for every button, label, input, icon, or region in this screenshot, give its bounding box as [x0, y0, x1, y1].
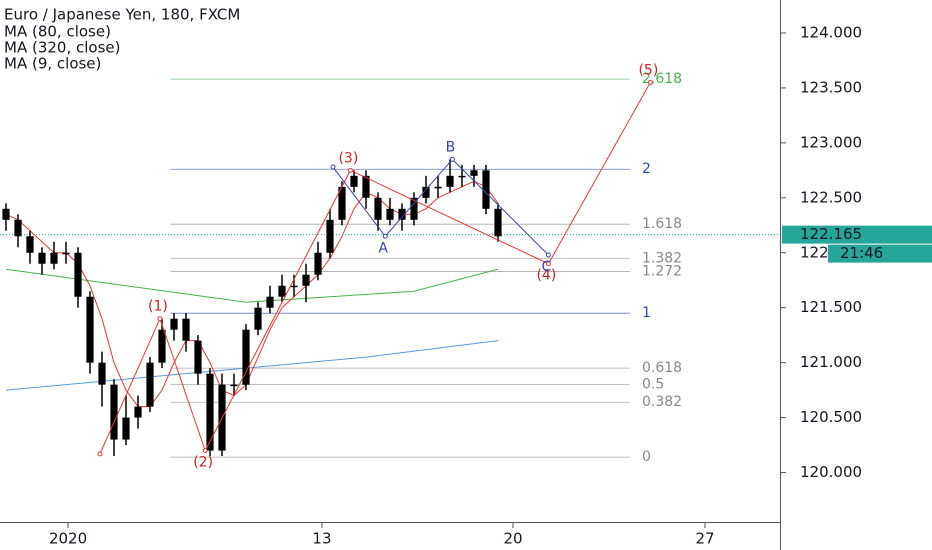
candle-body: [62, 252, 70, 255]
y-tick-label: 120.500: [800, 408, 862, 426]
x-tick-label: 20: [503, 530, 522, 548]
candle-body: [290, 285, 298, 288]
candle-body: [350, 175, 358, 187]
last-price-tag: [782, 225, 932, 244]
impulse-label: (5): [638, 62, 658, 78]
fib-label: 0: [642, 449, 651, 465]
chart-title: Euro / Japanese Yen, 180, FXCM: [4, 6, 240, 24]
candle-body: [482, 170, 490, 209]
candle-body: [410, 197, 418, 220]
candle-body: [14, 219, 22, 237]
impulse-label: (2): [193, 455, 213, 471]
fib-label: 1: [642, 305, 651, 321]
impulse-point: [157, 316, 163, 322]
candle-body: [2, 208, 10, 220]
candle-body: [158, 329, 166, 363]
legend-entry: MA (9, close): [4, 55, 101, 73]
candle-body: [74, 252, 82, 297]
candle-body: [254, 307, 262, 330]
candle-body: [182, 318, 190, 341]
candle-body: [302, 274, 310, 286]
correction-label: B: [446, 139, 456, 155]
x-tick-label: 2020: [49, 530, 87, 548]
y-tick-label: 124.000: [800, 23, 862, 41]
impulse-label: (1): [148, 299, 168, 315]
candle-body: [98, 362, 106, 385]
fib-label: 0.382: [642, 394, 682, 410]
impulse-point: [347, 167, 353, 173]
countdown-tag: [828, 244, 932, 263]
candle-body: [242, 329, 250, 385]
candle-body: [434, 186, 442, 189]
candle-body: [134, 406, 142, 418]
candle-body: [338, 186, 346, 220]
candle-body: [38, 252, 46, 264]
correction-label: C: [542, 259, 552, 275]
candle-body: [362, 175, 370, 198]
candle-body: [206, 373, 214, 451]
impulse-label: (3): [338, 150, 358, 166]
candle-body: [122, 417, 130, 440]
last-price-label: 122.165: [800, 225, 862, 243]
impulse-point: [97, 451, 103, 457]
candle-body: [386, 208, 394, 220]
candle-body: [494, 208, 502, 237]
impulse-point: [202, 448, 208, 454]
candle-body: [50, 252, 58, 264]
candle-body: [446, 175, 454, 187]
fib-label: 1.382: [642, 250, 682, 266]
fib-label: 0.5: [642, 377, 664, 393]
impulse-line: [99, 82, 651, 455]
fib-label: 0.618: [642, 360, 682, 376]
candle-body: [374, 197, 382, 220]
y-tick-label: 122.500: [800, 188, 862, 206]
fib-label: 1.272: [642, 263, 682, 279]
candle-body: [470, 170, 478, 176]
candle-body: [278, 285, 286, 297]
x-tick-label: 27: [695, 530, 714, 548]
candle-body: [458, 175, 466, 178]
candle-body: [86, 296, 94, 363]
y-tick-label: 123.500: [800, 78, 862, 96]
candle-body: [146, 362, 154, 407]
candle-body: [398, 208, 406, 220]
correction-point: [382, 233, 388, 239]
candle-body: [110, 384, 118, 440]
y-tick-label: 120.000: [800, 463, 862, 481]
y-tick-label: 121.000: [800, 353, 862, 371]
impulse-point: [647, 79, 653, 85]
candle-body: [422, 186, 430, 198]
candle-body: [170, 318, 178, 330]
fib-label: 2: [642, 161, 651, 177]
moving-average: [5, 268, 499, 303]
impulse-label: (4): [536, 268, 556, 284]
correction-line: [332, 158, 549, 256]
correction-point: [330, 164, 336, 170]
correction-point: [449, 156, 455, 162]
correction-label: A: [378, 240, 388, 256]
x-tick-label: 13: [312, 530, 331, 548]
y-tick-label: 123.000: [800, 133, 862, 151]
candle-body: [314, 252, 322, 275]
correction-point: [545, 252, 551, 258]
candle-body: [230, 384, 238, 387]
candle-body: [26, 236, 34, 253]
legend-entry: MA (320, close): [4, 39, 120, 57]
legend-entry: MA (80, close): [4, 23, 111, 41]
y-tick-label: 121.500: [800, 298, 862, 316]
candle-body: [194, 340, 202, 374]
fib-label: 1.618: [642, 216, 682, 232]
candle-body: [266, 296, 274, 308]
impulse-point: [545, 261, 551, 267]
candle-body: [326, 219, 334, 253]
countdown-label: 21:46: [840, 244, 883, 262]
